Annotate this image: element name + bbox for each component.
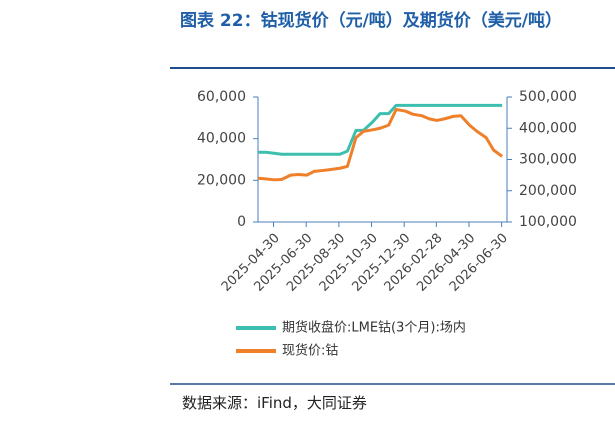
series-line xyxy=(258,103,503,156)
y-tick-label: 40,000 xyxy=(197,131,246,147)
series-line xyxy=(257,108,504,182)
legend-label: 现货价:钴 xyxy=(282,343,338,359)
y2-tick-label: 300,000 xyxy=(519,152,577,168)
y2-tick-label: 400,000 xyxy=(519,120,577,136)
y-tick-label: 0 xyxy=(237,214,246,230)
title: 图表 22：钴现货价（元/吨）及期货价（美元/吨） xyxy=(180,11,562,31)
y-tick-label: 60,000 xyxy=(197,89,246,105)
y-tick-label: 20,000 xyxy=(197,172,246,188)
y2-tick-label: 100,000 xyxy=(519,214,577,230)
y2-tick-label: 500,000 xyxy=(519,89,577,105)
y2-tick-label: 200,000 xyxy=(519,183,577,199)
source: 数据来源：iFind，大同证券 xyxy=(182,394,367,412)
legend-label: 期货收盘价:LME钴(3个月):场内 xyxy=(282,320,466,336)
